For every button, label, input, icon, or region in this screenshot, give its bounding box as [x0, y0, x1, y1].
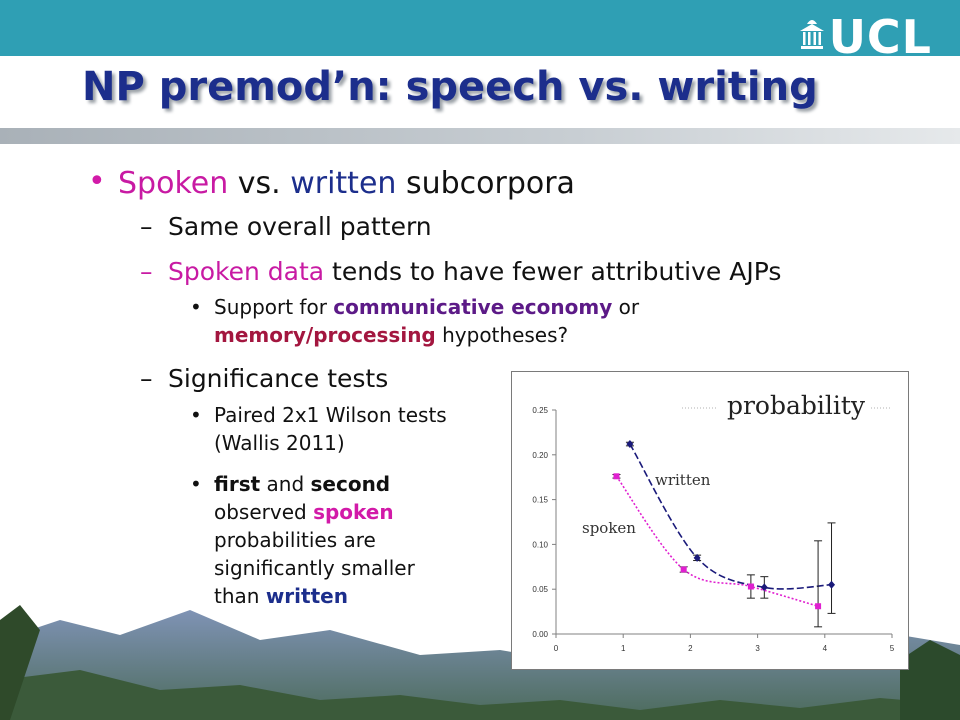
data-point-written	[828, 580, 836, 589]
top-banner: UCL	[0, 0, 960, 64]
data-point-spoken	[613, 473, 620, 480]
data-point-spoken	[747, 583, 754, 590]
series-label-written: written	[655, 471, 711, 489]
support-text: Support for	[214, 295, 334, 319]
first-text: first	[214, 472, 261, 496]
ucl-logo: UCL	[799, 10, 932, 64]
data-point-written	[626, 440, 634, 449]
bullet-marker: •	[88, 164, 106, 199]
second-text: second	[310, 472, 391, 496]
wilson-line-2: (Wallis 2011)	[214, 431, 345, 455]
spoken-label: Spoken	[118, 166, 229, 201]
x-tick-label: 5	[890, 644, 895, 653]
data-point-spoken	[815, 603, 822, 610]
data-point-written	[693, 553, 701, 562]
title-background	[718, 386, 870, 418]
title-underline	[0, 128, 960, 144]
x-tick-label: 1	[621, 644, 626, 653]
memory-processing-text: memory/processing	[214, 323, 436, 347]
observed-text: observed	[214, 500, 314, 524]
dash-marker: –	[140, 364, 153, 393]
dash-marker: –	[140, 212, 153, 241]
landscape-photo	[0, 605, 960, 720]
data-point-written	[760, 583, 768, 592]
chart-svg: 0.00 0.05 0.10 0.15 0.20 0.25 0 1 2 3 4 5 probabilit…	[532, 386, 895, 653]
probabilities-text: probabilities are	[214, 528, 376, 552]
subcorpora-text: subcorpora	[396, 166, 575, 201]
and-text: and	[260, 472, 311, 496]
spoken-data-text: Spoken data	[168, 257, 325, 286]
bullet-marker: •	[190, 403, 202, 427]
data-point-spoken	[680, 566, 687, 573]
spoken-bold-text: spoken	[313, 500, 394, 524]
x-tick-label: 3	[755, 644, 760, 653]
sub-bullet-text: Significance tests	[168, 364, 389, 393]
x-tick-label: 4	[823, 644, 828, 653]
x-tick-label: 2	[688, 644, 693, 653]
y-tick-label: 0.05	[532, 585, 548, 594]
logo-text: UCL	[828, 10, 932, 64]
significantly-text: significantly smaller	[214, 556, 415, 580]
x-tick-label: 0	[554, 644, 559, 653]
communicative-economy-text: communicative economy	[333, 295, 613, 319]
sub-bullet-text: tends to have fewer attributive AJPs	[324, 257, 782, 286]
series-line-spoken	[615, 475, 819, 607]
chart-title: probability	[727, 391, 866, 420]
bullet-marker: •	[190, 295, 202, 319]
y-tick-label: 0.00	[532, 630, 548, 639]
or-text: or	[612, 295, 640, 319]
portico-icon	[799, 20, 824, 49]
probability-chart: 0.00 0.05 0.10 0.15 0.20 0.25 0 1 2 3 4 5 probabilit…	[511, 371, 909, 670]
y-tick-label: 0.20	[532, 451, 548, 460]
dash-marker: –	[140, 257, 153, 286]
slide-title: NP premod’n: speech vs. writing	[82, 64, 818, 110]
wilson-line-1: Paired 2x1 Wilson tests	[214, 403, 447, 427]
bullet-marker: •	[190, 472, 202, 496]
written-bold-text: written	[265, 584, 348, 608]
y-tick-label: 0.10	[532, 540, 548, 549]
y-tick-label: 0.25	[532, 406, 548, 415]
y-tick-label: 0.15	[532, 496, 548, 505]
vs-text: vs.	[228, 166, 291, 201]
hypotheses-text: hypotheses?	[435, 323, 569, 347]
written-label: written	[290, 166, 397, 201]
series-label-spoken: spoken	[582, 519, 636, 537]
than-text: than	[214, 584, 266, 608]
sub-bullet-text: Same overall pattern	[168, 212, 432, 241]
series-line-written	[629, 443, 832, 590]
